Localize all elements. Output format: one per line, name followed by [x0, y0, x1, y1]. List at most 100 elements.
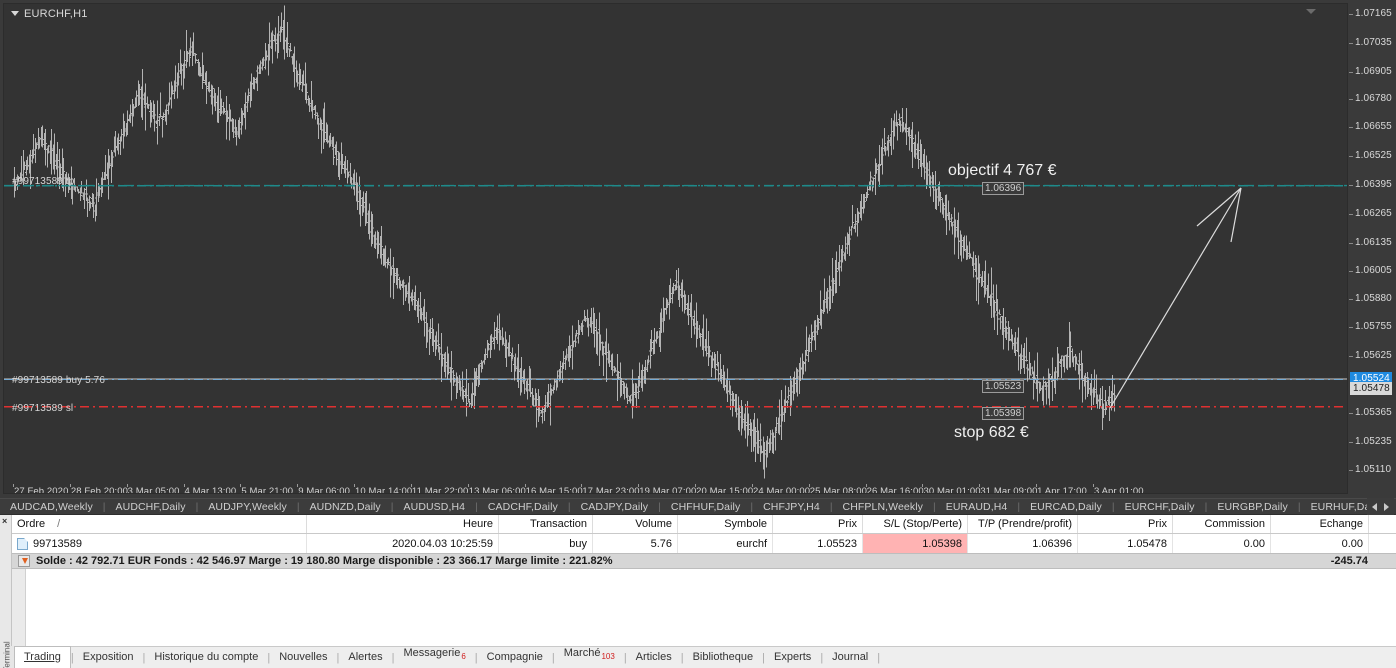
tab-bibliotheque[interactable]: Bibliotheque [684, 647, 763, 668]
price-tick-mark [1349, 470, 1353, 471]
tab-messagerie[interactable]: Messagerie6 [394, 643, 474, 668]
cell-tp[interactable]: 1.06396 [968, 534, 1078, 553]
symbol-tab-audnzd[interactable]: AUDNZD,Daily [309, 500, 381, 513]
cell-ordre[interactable]: 99713589 [12, 534, 307, 553]
price-tick-label: 1.05880 [1355, 293, 1392, 305]
column-header-commission[interactable]: Commission [1173, 515, 1271, 533]
symbol-tab-audcad[interactable]: AUDCAD,Weekly [10, 500, 93, 513]
time-tick-label: 16 Mar 15:00 [525, 486, 583, 494]
terminal-panel: × Ordre / Heure Transaction Volume Symbole Pri… [0, 515, 1396, 668]
cell-commission[interactable]: 0.00 [1173, 534, 1271, 553]
terminal-vertical-label: Terminal [0, 641, 14, 668]
time-tick-label: 3 Apr 01:00 [1094, 486, 1144, 494]
column-header-prix_cur[interactable]: Prix [1078, 515, 1173, 533]
order-tp-line-label: #99713589 tp [12, 176, 75, 187]
time-axis: 27 Feb 2020 28 Feb 20:00 3 Mar 05:00 4 Mar … [7, 484, 1347, 494]
terminal-tab-bar[interactable]: Terminal Trading | Exposition | Historique d… [0, 641, 1396, 668]
price-tick-label: 1.06525 [1355, 150, 1392, 161]
tab-articles[interactable]: Articles [627, 647, 681, 668]
symbol-tab-eurcad[interactable]: EURCAD,Daily [1030, 500, 1102, 513]
symbol-tab-separator: | [750, 500, 754, 513]
column-header-transaction[interactable]: Transaction [499, 515, 593, 533]
tab-label: Exposition [82, 651, 134, 663]
time-tick-mark [979, 484, 980, 487]
stop-annotation: stop 682 € [954, 424, 1029, 441]
time-tick-mark [525, 484, 526, 487]
symbol-tab-audchf[interactable]: AUDCHF,Daily [115, 500, 186, 513]
cell-echange[interactable]: 0.00 [1271, 534, 1369, 553]
symbol-tab-bar[interactable]: AUDCAD,Weekly | AUDCHF,Daily | AUDJPY,Weekly… [0, 498, 1396, 515]
symbol-tab-audusd[interactable]: AUDUSD,H4 [403, 500, 466, 513]
price-tick-label: 1.05625 [1355, 349, 1392, 361]
symbol-tab-cadjpy[interactable]: CADJPY,Daily [580, 500, 649, 513]
column-header-heure[interactable]: Heure [307, 515, 499, 533]
entry-price-tag: 1.05523 [982, 380, 1025, 393]
price-tick-label: 1.07165 [1355, 8, 1392, 20]
tab-separator: | [336, 652, 340, 664]
scroll-left-icon[interactable] [1372, 502, 1377, 511]
column-header-prix_open[interactable]: Prix [773, 515, 863, 533]
summary-expand-icon[interactable] [18, 555, 30, 567]
tab-experts[interactable]: Experts [765, 647, 820, 668]
scroll-right-icon[interactable] [1384, 502, 1389, 511]
tab-march[interactable]: Marché103 [555, 643, 624, 668]
column-header-echange[interactable]: Echange [1271, 515, 1369, 533]
symbol-tab-eurchf[interactable]: EURCHF,Daily [1124, 500, 1195, 513]
cell-prix_open[interactable]: 1.05523 [773, 534, 863, 553]
column-header-profit[interactable]: &Profit [1369, 515, 1396, 533]
tab-historique-du-compte[interactable]: Historique du compte [145, 647, 267, 668]
symbol-tab-chfpln[interactable]: CHFPLN,Weekly [842, 500, 924, 513]
column-header-sl[interactable]: S/L (Stop/Perte) [863, 515, 968, 533]
tab-journal[interactable]: Journal [823, 647, 877, 668]
chart-collapse-icon[interactable] [11, 10, 19, 16]
terminal-close-icon[interactable]: × [2, 516, 8, 526]
cell-heure[interactable]: 2020.04.03 10:25:59 [307, 534, 499, 553]
cell-transaction[interactable]: buy [499, 534, 593, 553]
column-header-ordre[interactable]: Ordre / [12, 515, 307, 533]
cell-volume[interactable]: 5.76 [593, 534, 678, 553]
price-tick-label: 1.06780 [1355, 93, 1392, 105]
symbol-tab-eurgbp[interactable]: EURGBP,Daily [1217, 500, 1288, 513]
chart-plot-area[interactable]: EURCHF,H1 #99713589 tp #99713589 buy 5.7… [3, 3, 1348, 494]
tab-alertes[interactable]: Alertes [339, 647, 391, 668]
cell-prix_cur[interactable]: 1.05478 [1078, 534, 1173, 553]
symbol-tab-euraud[interactable]: EURAUD,H4 [945, 500, 1008, 513]
price-scale[interactable]: 1.07165 1.07035 1.06905 1.06780 1.06655 1.065… [1349, 3, 1396, 494]
time-tick-label: 5 Mar 21:00 [241, 486, 294, 494]
time-tick-mark [13, 484, 14, 487]
price-tick-mark [1349, 243, 1353, 244]
time-tick-label: 3 Mar 05:00 [127, 486, 180, 494]
price-tick-label: 1.05365 [1355, 407, 1392, 419]
tab-label: Messagerie [403, 646, 461, 659]
column-header-tp[interactable]: T/P (Prendre/profit) [968, 515, 1078, 533]
account-summary-profit: -245.74 [1330, 555, 1368, 567]
cell-sl[interactable]: 1.05398 [863, 534, 968, 553]
tab-compagnie[interactable]: Compagnie [478, 647, 552, 668]
ask-price-label: 1.05478 [1350, 382, 1392, 396]
time-tick-mark [468, 484, 469, 487]
cell-symbole[interactable]: eurchf [678, 534, 773, 553]
time-tick-mark [240, 484, 241, 487]
symbol-tab-chfjpy[interactable]: CHFJPY,H4 [763, 500, 820, 513]
column-header-volume[interactable]: Volume [593, 515, 678, 533]
price-tick-mark [1349, 14, 1353, 15]
tab-exposition[interactable]: Exposition [74, 647, 143, 668]
tab-trading[interactable]: Trading [14, 646, 71, 668]
chart-scroll-indicator-icon[interactable] [1306, 9, 1316, 14]
price-tick-mark [1349, 442, 1353, 443]
cell-profit[interactable]: -245.74 [1369, 534, 1396, 553]
tab-nouvelles[interactable]: Nouvelles [270, 647, 336, 668]
table-row[interactable]: 99713589 2020.04.03 10:25:59 buy 5.76 eurchf… [12, 534, 1396, 553]
time-tick-mark [638, 484, 639, 487]
symbol-tab-chfhuf[interactable]: CHFHUF,Daily [670, 500, 741, 513]
time-tick-label: 31 Mar 09:00 [980, 486, 1038, 494]
column-header-symbole[interactable]: Symbole [678, 515, 773, 533]
tab-separator: | [267, 652, 271, 664]
symbol-tab-audjpy[interactable]: AUDJPY,Weekly [208, 500, 287, 513]
tab-label: Marché [563, 646, 601, 659]
symbol-tab-eurhuf[interactable]: EURHUF,Daily [1310, 500, 1381, 513]
symbol-tab-cadchf[interactable]: CADCHF,Daily [487, 500, 558, 513]
symbol-tabs-scroll-controls[interactable] [1367, 498, 1394, 515]
sort-indicator-icon: / [57, 518, 61, 530]
orders-table-header: Ordre / Heure Transaction Volume Symbole Prix S… [12, 515, 1396, 534]
